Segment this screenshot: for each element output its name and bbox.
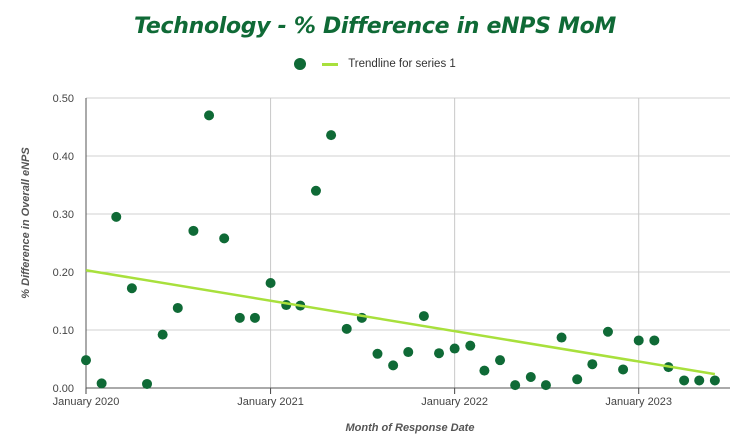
- data-point: [540, 380, 551, 391]
- data-point: [372, 348, 383, 359]
- data-point: [188, 225, 199, 236]
- y-tick-label: 0.30: [53, 209, 74, 221]
- data-point: [219, 233, 230, 244]
- y-tick-label: 0.50: [53, 93, 74, 105]
- y-tick-label: 0.00: [53, 383, 74, 395]
- data-point: [679, 375, 690, 386]
- data-point: [142, 378, 153, 389]
- data-point: [495, 355, 506, 366]
- data-point: [556, 332, 567, 343]
- data-point: [525, 371, 536, 382]
- x-tick-label: January 2021: [237, 396, 304, 408]
- data-point: [649, 335, 660, 346]
- data-point: [172, 302, 183, 313]
- legend-trendline-label: Trendline for series 1: [348, 58, 456, 70]
- trendline: [85, 269, 716, 376]
- data-point: [510, 380, 521, 391]
- y-tick-label: 0.20: [53, 267, 74, 279]
- x-tick-label: January 2022: [421, 396, 488, 408]
- data-point: [111, 211, 122, 222]
- legend: Trendline for series 1: [0, 58, 750, 70]
- data-point: [602, 326, 613, 337]
- data-point: [204, 110, 215, 121]
- data-point: [157, 329, 168, 340]
- data-point: [234, 312, 245, 323]
- data-point: [265, 278, 276, 289]
- data-point: [96, 378, 107, 389]
- data-point: [587, 359, 598, 370]
- data-point: [633, 335, 644, 346]
- data-point: [388, 360, 399, 371]
- data-point: [709, 375, 720, 386]
- x-tick-label: January 2020: [53, 396, 120, 408]
- data-point: [465, 340, 476, 351]
- chart-title: Technology - % Difference in eNPS MoM: [133, 14, 616, 39]
- y-axis-title: % Difference in Overall eNPS: [20, 147, 32, 299]
- data-point: [341, 323, 352, 334]
- data-point: [126, 283, 137, 294]
- x-tick-label: January 2023: [605, 396, 672, 408]
- data-point: [326, 130, 337, 141]
- data-point: [310, 185, 321, 196]
- y-tick-label: 0.40: [53, 151, 74, 163]
- legend-series-marker: [294, 58, 307, 70]
- data-point: [249, 312, 260, 323]
- data-point: [694, 375, 705, 386]
- data-point: [449, 343, 460, 354]
- data-point: [403, 347, 414, 358]
- legend-trendline-marker: [322, 62, 339, 66]
- data-point: [418, 311, 429, 322]
- data-point: [479, 365, 490, 376]
- data-point: [81, 355, 91, 366]
- y-tick-label: 0.10: [53, 325, 74, 337]
- x-axis-title: Month of Response Date: [346, 422, 475, 434]
- data-point: [434, 348, 445, 359]
- data-point: [572, 374, 583, 385]
- data-point: [618, 364, 629, 375]
